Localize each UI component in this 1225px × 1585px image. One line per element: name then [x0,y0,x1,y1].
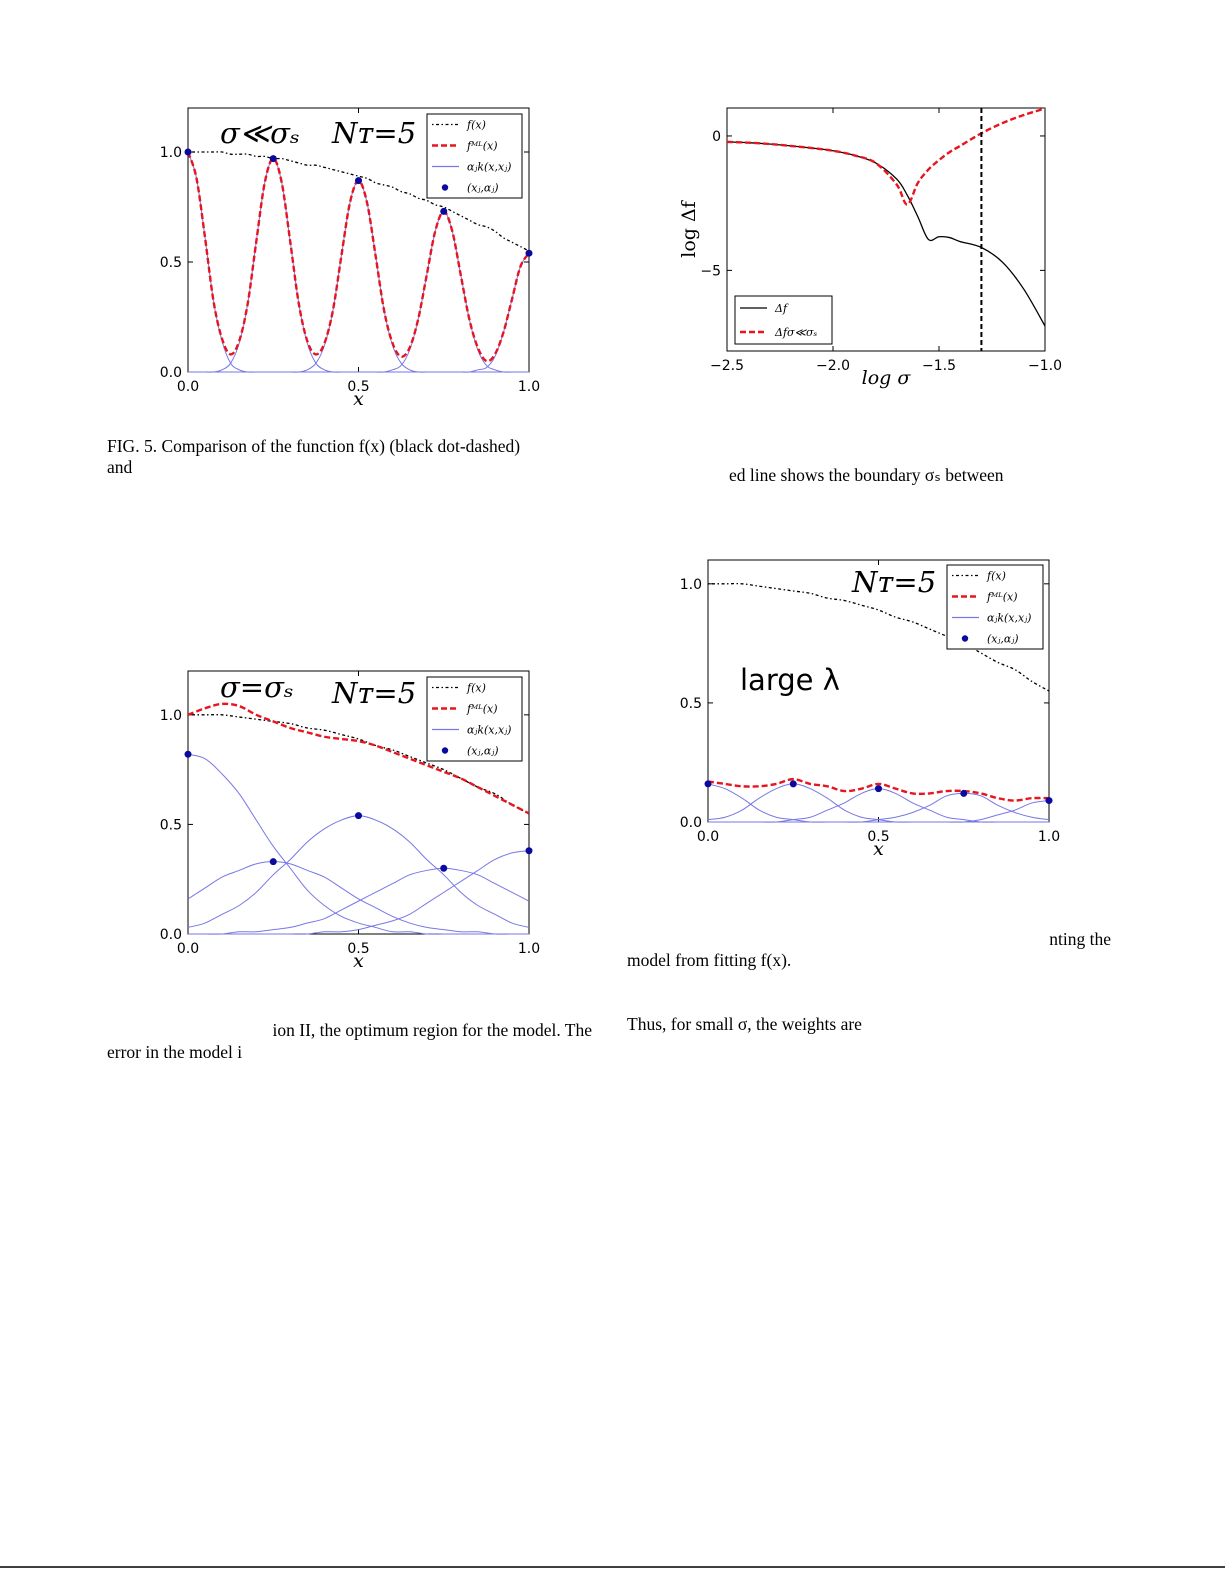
x-tick-label: −1.5 [922,358,956,374]
body-text: error in the model i [107,1042,242,1062]
y-tick-label: −5 [700,263,721,279]
x-axis-label: x [873,838,884,860]
y-tick-label: 0.0 [680,815,702,831]
point [355,177,362,185]
point [704,780,712,788]
legend-label: (xⱼ,αⱼ) [467,745,499,758]
x-tick-label: 0.5 [347,941,369,957]
annotation: Nᴛ=5 [331,676,416,710]
x-tick-label: −2.5 [710,358,744,374]
kernel-curve [188,861,529,935]
legend-label: fᴹᴸ(x) [466,703,498,716]
point [525,249,533,257]
point [184,148,192,156]
legend-label: fᴹᴸ(x) [986,591,1018,604]
point [269,155,277,163]
y-tick-label: 1.0 [160,708,182,724]
x-tick-label: −1.0 [1028,358,1062,374]
point [789,780,797,788]
body-text: ed line shows the boundary σₛ between [729,465,1004,485]
body-text: and [107,457,133,477]
x-tick-label: 1.0 [518,379,540,395]
legend-label: (xⱼ,αⱼ) [467,182,499,195]
body-text: model from fitting f(x). [627,950,791,970]
legend-marker [441,747,449,754]
legend-box [426,676,523,762]
x-tick-label: 0.0 [177,941,199,957]
legend-marker [961,635,969,642]
point [440,864,448,872]
x-axis-label: log σ [862,367,912,389]
x-axis-label: x [353,388,364,410]
annotation: Nᴛ=5 [331,116,416,150]
annotation: σ=σₛ [220,670,294,704]
legend-label: Δfσ≪σₛ [774,326,818,339]
legend-label: f(x) [466,682,486,695]
x-axis-label: x [353,950,364,972]
legend-marker [441,184,449,191]
point [525,847,533,855]
kernel-curve [188,753,529,935]
series-line [188,702,529,815]
legend-label: αⱼk(x,xⱼ) [467,724,511,737]
point [960,789,968,797]
kernel-curve [708,800,1049,823]
legend-label: f(x) [466,119,486,132]
x-tick-label: 0.0 [697,829,719,845]
y-axis-label: log Δf [678,199,700,257]
y-tick-label: 0.0 [160,927,182,943]
point [875,785,882,793]
point [440,207,448,215]
y-tick-label: 1.0 [680,577,702,593]
legend-label: (xⱼ,αⱼ) [987,633,1019,646]
x-tick-label: 0.5 [867,829,889,845]
body-text: FIG. 5. Comparison of the function f(x) … [107,436,520,456]
x-tick-label: −2.0 [816,358,850,374]
legend-label: f(x) [986,570,1006,583]
y-tick-label: 0.5 [160,817,182,833]
point [269,858,277,866]
legend-label: αⱼk(x,xⱼ) [987,612,1031,625]
annotation: Nᴛ=5 [851,565,936,599]
body-text: nting the [1049,929,1111,949]
kernel-curve [188,850,529,935]
legend-box [734,295,833,345]
legend-label: fᴹᴸ(x) [466,140,498,153]
x-tick-label: 1.0 [1038,829,1060,845]
legend-label: Δf [774,302,789,315]
point [1045,797,1053,805]
y-tick-label: 0.0 [160,365,182,381]
annotation: large λ [740,663,840,697]
legend-label: αⱼk(x,xⱼ) [467,161,511,174]
legend-box [426,113,523,199]
point [355,812,362,820]
point [184,750,192,758]
y-tick-label: 1.0 [160,145,182,161]
x-tick-label: 0.0 [177,379,199,395]
legend-box [946,564,1044,650]
annotation: σ≪σₛ [220,116,300,150]
y-tick-label: 0 [712,129,721,145]
series-line [708,777,1049,802]
series-line [188,151,529,252]
x-tick-label: 1.0 [518,941,540,957]
kernel-curve [188,252,529,373]
x-tick-label: 0.5 [347,379,369,395]
body-text: ion II, the optimum region for the model… [273,1020,593,1040]
y-tick-label: 0.5 [160,255,182,271]
body-text: Thus, for small σ, the weights are [627,1014,862,1034]
y-tick-label: 0.5 [680,696,702,712]
